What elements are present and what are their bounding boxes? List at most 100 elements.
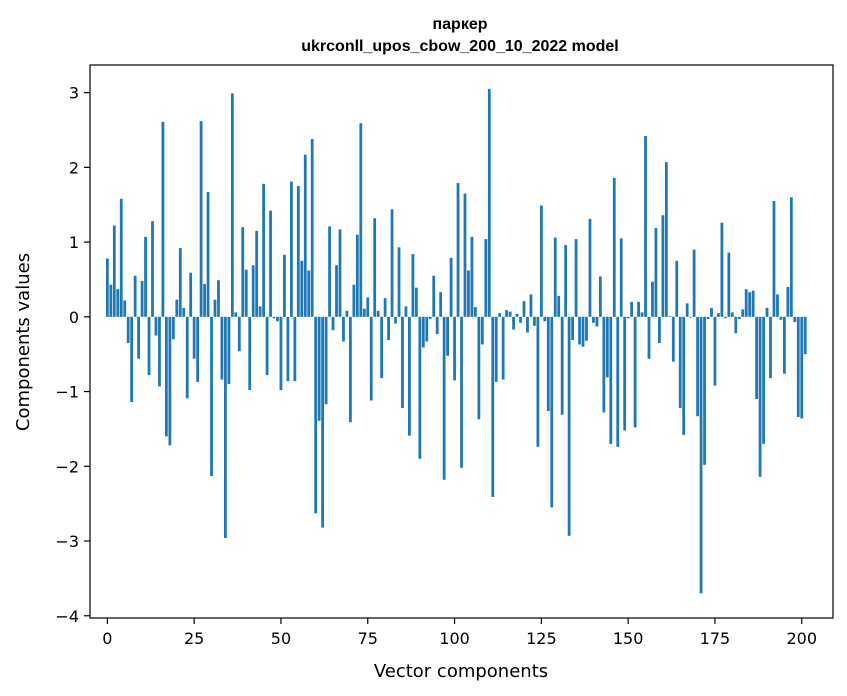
bar-19 xyxy=(171,316,175,340)
bar-124 xyxy=(536,316,540,447)
bar-167 xyxy=(685,303,689,317)
bar-130 xyxy=(557,295,561,317)
bar-10 xyxy=(140,280,144,317)
bar-152 xyxy=(633,316,637,428)
bar-46 xyxy=(265,316,269,376)
bar-36 xyxy=(230,93,234,317)
bar-139 xyxy=(588,218,592,317)
bar-47 xyxy=(269,210,272,317)
bar-61 xyxy=(317,316,321,421)
bar-133 xyxy=(567,316,571,536)
bar-11 xyxy=(144,236,147,317)
bar-150 xyxy=(626,316,630,319)
bar-162 xyxy=(668,316,672,317)
bar-193 xyxy=(776,294,779,317)
bar-60 xyxy=(314,316,318,514)
y-tick-label-3: −1 xyxy=(55,383,79,402)
bar-171 xyxy=(699,316,703,594)
bar-166 xyxy=(682,316,686,435)
bar-30 xyxy=(210,316,213,477)
x-tick-label-2: 50 xyxy=(271,629,291,648)
bar-169 xyxy=(692,249,696,317)
bar-190 xyxy=(765,307,769,317)
bar-37 xyxy=(234,312,238,317)
bar-94 xyxy=(432,275,436,317)
bar-137 xyxy=(581,316,585,347)
bar-121 xyxy=(526,316,529,333)
chart-title-line2: ukrconll_upos_cbow_200_10_2022 model xyxy=(301,38,618,55)
bar-153 xyxy=(637,301,640,317)
bar-140 xyxy=(592,316,595,323)
bar-51 xyxy=(283,254,286,317)
bar-38 xyxy=(237,316,241,352)
bar-50 xyxy=(279,316,283,391)
bar-64 xyxy=(328,226,331,317)
bar-26 xyxy=(196,316,200,382)
bar-120 xyxy=(522,301,526,317)
bar-59 xyxy=(310,138,314,317)
bar-77 xyxy=(373,218,377,317)
bar-178 xyxy=(723,316,727,319)
bar-103 xyxy=(463,193,467,317)
bar-89 xyxy=(414,287,418,317)
bar-24 xyxy=(189,272,193,317)
bar-72 xyxy=(355,234,359,317)
bar-5 xyxy=(123,300,127,317)
bar-182 xyxy=(737,316,741,320)
bar-115 xyxy=(505,310,509,317)
bar-97 xyxy=(442,316,446,480)
x-tick-label-4: 100 xyxy=(439,629,470,648)
bar-66 xyxy=(335,265,338,317)
bar-3 xyxy=(116,289,120,317)
bar-67 xyxy=(338,229,342,317)
bar-126 xyxy=(543,316,547,322)
bar-129 xyxy=(553,237,557,317)
bar-128 xyxy=(550,316,554,508)
bar-184 xyxy=(744,289,748,317)
bar-132 xyxy=(564,245,568,317)
bar-188 xyxy=(758,316,762,477)
bar-112 xyxy=(494,316,498,382)
bar-55 xyxy=(296,186,300,317)
bar-88 xyxy=(411,254,415,317)
bar-40 xyxy=(244,269,248,317)
bar-22 xyxy=(182,307,186,317)
bar-69 xyxy=(345,310,349,317)
bar-157 xyxy=(651,281,654,317)
bar-175 xyxy=(713,316,717,386)
bar-2 xyxy=(112,225,116,317)
bar-145 xyxy=(609,316,613,444)
bar-100 xyxy=(453,316,456,381)
bar-146 xyxy=(612,177,616,317)
x-tick-label-8: 200 xyxy=(786,629,817,648)
bar-118 xyxy=(515,313,519,317)
bar-96 xyxy=(439,292,443,317)
bar-189 xyxy=(762,316,765,444)
bar-1 xyxy=(109,284,113,317)
bar-123 xyxy=(533,316,536,326)
bar-180 xyxy=(730,312,734,317)
bar-57 xyxy=(303,154,307,317)
bar-110 xyxy=(487,88,491,317)
bar-135 xyxy=(574,239,578,317)
bar-52 xyxy=(286,316,290,382)
x-tick-label-1: 25 xyxy=(184,629,204,648)
bar-78 xyxy=(376,310,380,317)
bar-76 xyxy=(369,316,373,401)
bar-117 xyxy=(512,316,515,330)
bar-107 xyxy=(477,316,481,420)
bar-186 xyxy=(751,290,755,317)
bar-8 xyxy=(133,275,137,317)
bar-164 xyxy=(675,260,679,317)
bar-21 xyxy=(178,248,182,317)
bar-192 xyxy=(772,201,776,317)
bar-114 xyxy=(501,316,505,380)
bar-6 xyxy=(126,316,130,343)
bar-90 xyxy=(418,316,422,459)
bar-87 xyxy=(408,316,411,436)
bar-92 xyxy=(425,316,429,342)
bar-185 xyxy=(748,292,752,317)
x-tick-label-0: 0 xyxy=(102,629,112,648)
bar-13 xyxy=(151,221,154,317)
bar-20 xyxy=(175,299,179,317)
